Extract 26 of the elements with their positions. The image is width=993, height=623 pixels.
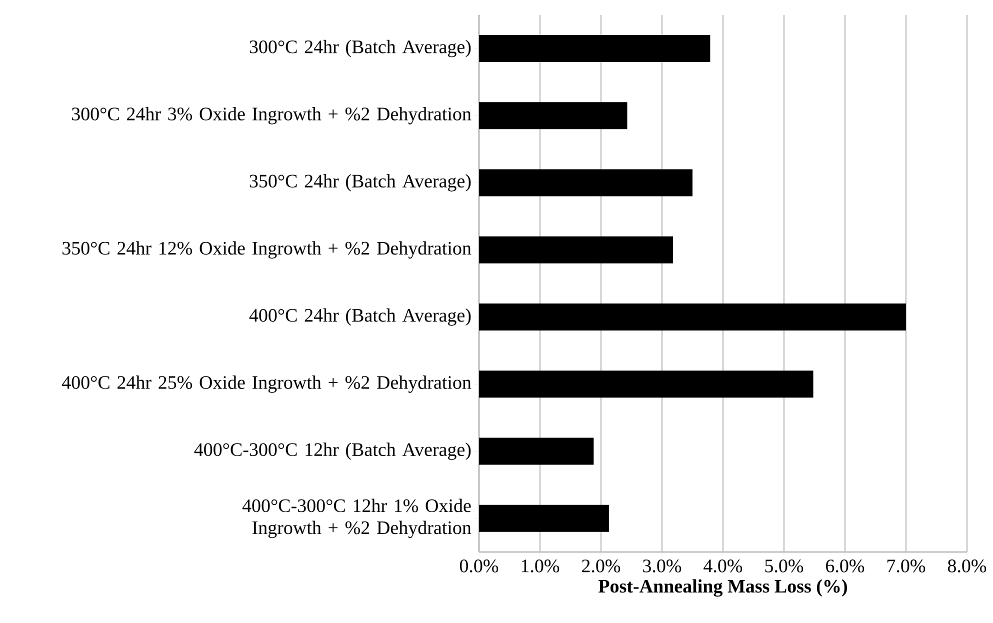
x-tick-label: 7.0% [887, 560, 926, 572]
bar [479, 304, 906, 331]
x-tick-label: 2.0% [582, 560, 620, 572]
bar [479, 35, 710, 62]
y-tick-label: 400°C-300°C 12hr (Batch Average) [194, 442, 471, 460]
bar [479, 504, 609, 532]
x-tick-label: 1.0% [522, 560, 560, 572]
y-tick-label: 400°C 24hr 25% Oxide Ingrowth + %2 Dehydration [62, 376, 472, 393]
bar [479, 370, 814, 398]
y-tick-label: 400°C-300°C 12hr 1% Oxide Ingrowth + %2 Dehydration [242, 498, 472, 538]
x-tick-label: 0.0% [460, 560, 498, 572]
bar [479, 102, 628, 130]
x-tick-label: 6.0% [826, 560, 864, 572]
x-tick-label: 4.0% [704, 560, 742, 572]
x-tick-label: 8.0% [948, 560, 986, 572]
bar [479, 169, 692, 196]
y-tick-label: 350°C 24hr 12% Oxide Ingrowth + %2 Dehydration [62, 241, 472, 259]
x-tick-label: 3.0% [643, 560, 682, 572]
x-axis-title: Post-Annealing Mass Loss (%) [598, 579, 847, 597]
y-tick-label: 400°C 24hr (Batch Average) [249, 308, 471, 326]
y-tick-label: 300°C 24hr (Batch Average) [250, 40, 471, 58]
bar [479, 236, 673, 264]
bar [479, 438, 594, 465]
y-tick-label: 350°C 24hr (Batch Average) [250, 174, 471, 192]
y-tick-label: 300°C 24hr 3% Oxide Ingrowth + %2 Dehydration [72, 107, 472, 124]
x-tick-label: 5.0% [765, 560, 804, 572]
